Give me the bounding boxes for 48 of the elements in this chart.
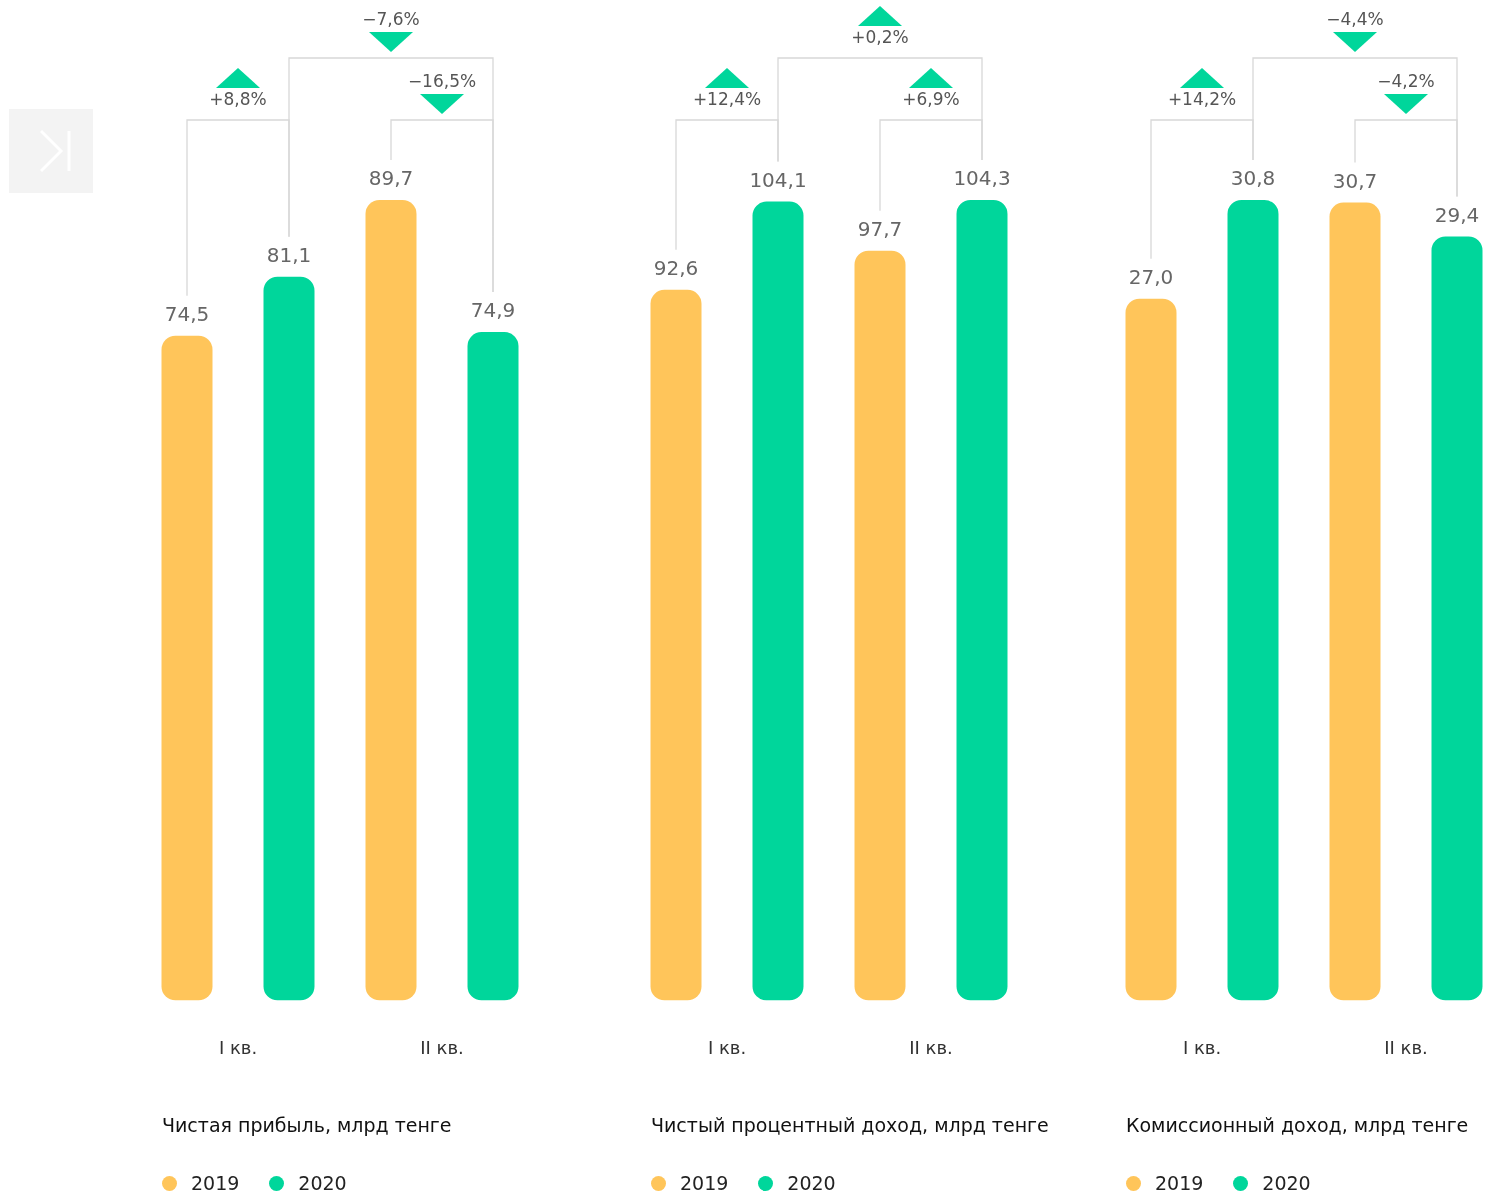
x-tick-label: I кв. [1182, 1036, 1222, 1058]
data-label: 81,1 [266, 242, 312, 267]
text: +6,9% [902, 89, 960, 109]
data-label: 92,6 [653, 255, 699, 280]
data-label: 30,8 [1230, 166, 1276, 191]
text: Комиссионный доход, млрд тенге [1126, 1114, 1469, 1136]
text: −7,6% [362, 9, 420, 29]
bar [1329, 202, 1381, 1001]
text: Чистая прибыль, млрд тенге [162, 1114, 452, 1136]
legend-label: 2020 [787, 1172, 836, 1194]
data-label: 97,7 [857, 216, 903, 241]
text: −16,5% [407, 71, 477, 91]
text: +12,4% [692, 89, 762, 109]
legend-label: 2020 [1262, 1172, 1311, 1194]
data-label: 29,4 [1434, 202, 1480, 227]
legend-label: 2019 [680, 1172, 729, 1194]
legend-label: 2019 [1155, 1172, 1204, 1194]
x-tick-label: I кв. [218, 1036, 258, 1058]
x-tick-label: II кв. [909, 1036, 953, 1058]
bar [1431, 236, 1483, 1001]
bar [650, 289, 702, 1001]
x-tick-label: II кв. [420, 1036, 464, 1058]
bar [956, 200, 1008, 1001]
text: −4,2% [1377, 71, 1435, 91]
x-tick-label: II кв. [1384, 1036, 1428, 1058]
bar [1125, 298, 1177, 1001]
data-label: 74,9 [470, 298, 516, 323]
data-label: 104,1 [749, 167, 807, 192]
bar [365, 200, 417, 1001]
bar [1227, 200, 1279, 1001]
data-label: 104,3 [953, 166, 1011, 191]
bar [752, 201, 804, 1001]
data-label: 74,5 [164, 301, 210, 326]
text: +0,2% [851, 27, 909, 47]
x-tick-label: I кв. [707, 1036, 747, 1058]
legend-label: 2019 [191, 1172, 240, 1194]
bar [467, 332, 519, 1001]
bar [263, 276, 315, 1001]
data-label: 27,0 [1128, 264, 1174, 289]
bar [854, 250, 906, 1001]
data-label: 89,7 [368, 166, 414, 191]
legend-label: 2020 [298, 1172, 347, 1194]
text: −4,4% [1326, 9, 1384, 29]
bar [161, 335, 213, 1001]
text: Чистый процентный доход, млрд тенге [651, 1114, 1049, 1136]
text: +14,2% [1167, 89, 1237, 109]
text: +8,8% [209, 89, 267, 109]
data-label: 30,7 [1332, 168, 1378, 193]
